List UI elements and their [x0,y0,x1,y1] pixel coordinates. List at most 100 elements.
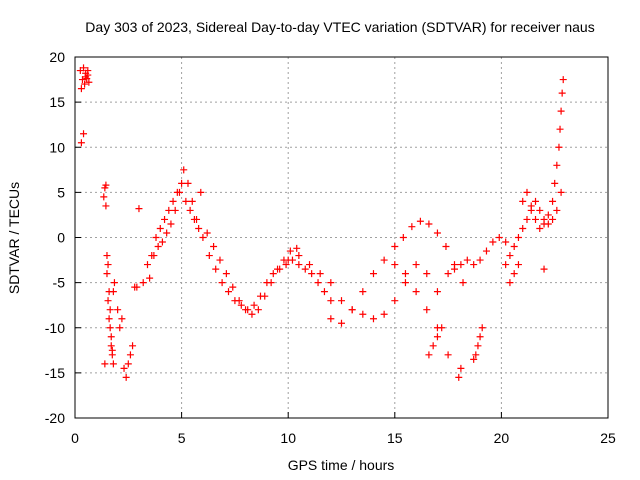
data-point [519,224,527,232]
data-point [129,342,137,350]
data-point [391,297,399,305]
data-point [180,166,188,174]
data-point [284,256,292,264]
data-point [182,197,190,205]
y-tick-label: 0 [57,230,65,246]
data-point [391,261,399,269]
data-point [306,261,314,269]
data-point [423,270,431,278]
data-point [124,360,132,368]
data-point [412,261,420,269]
data-point [416,217,424,225]
data-point [338,297,345,305]
data-point [423,306,431,314]
data-point [391,243,399,251]
data-point [188,197,196,205]
data-point [295,261,303,269]
data-point [470,355,478,363]
data-point [77,139,85,147]
data-point [412,288,420,296]
data-point [450,265,458,273]
data-point [116,324,124,332]
data-point [109,360,117,368]
data-point [476,256,484,264]
data-point [106,306,114,314]
data-point [158,238,166,246]
data-point [348,306,356,314]
data-point [85,78,93,86]
x-tick-label: 20 [494,430,510,446]
y-tick-label: -15 [45,365,65,381]
data-point [184,179,192,187]
data-point [154,243,162,251]
data-point [256,292,264,300]
data-point [101,360,109,368]
data-point [139,279,147,287]
data-point [104,261,112,269]
series-afternoon [444,234,510,278]
data-point [118,315,126,323]
series-cluster-2 [114,283,141,381]
data-point [314,279,322,287]
data-point [156,224,164,232]
data-point [536,206,544,214]
data-point [327,297,335,305]
series-evening-2 [506,188,548,287]
data-point [178,179,186,187]
series-valley-1 [203,229,301,318]
data-point [102,202,110,210]
data-point [457,364,465,372]
data-point [80,130,88,138]
data-point [248,310,256,318]
data-point [126,351,134,359]
data-point [161,215,169,223]
data-point [502,238,510,246]
data-point [286,247,294,255]
data-point [167,220,175,228]
data-point [308,270,316,278]
data-point [225,288,233,296]
data-point [105,315,113,323]
y-axis-label: SDTVAR / TECUs [6,182,22,294]
data-point [559,76,567,84]
data-point [519,197,527,205]
data-point [506,252,514,260]
data-point [212,265,220,273]
data-point [84,71,92,79]
data-point [205,252,213,260]
data-point [135,205,143,213]
series-midday-2 [327,256,452,359]
data-point [506,279,514,287]
data-point [218,279,226,287]
data-point [250,301,258,309]
data-point [369,315,377,323]
data-point [433,333,441,341]
data-point [482,247,490,255]
data-point [152,234,160,241]
data-point [222,270,230,278]
series-midday [284,252,441,323]
data-point [293,244,301,252]
data-point [478,324,486,332]
data-point [495,234,503,241]
data-point [295,252,303,260]
data-point [210,243,218,251]
data-point [108,346,116,354]
data-point [502,261,510,269]
y-tick-labels: 20 15 10 5 0 -5 -10 -15 -20 [45,49,65,426]
x-tick-label: 15 [387,430,403,446]
x-axis-label: GPS time / hours [288,457,395,473]
x-tick-labels: 0 5 10 15 20 25 [71,430,616,446]
data-point [549,197,557,205]
data-point [171,206,179,214]
series-arc [391,217,467,287]
data-point [100,193,108,201]
data-point [551,179,559,187]
y-tick-label: -5 [53,275,66,291]
y-tick-label: 20 [49,49,65,65]
data-point [203,229,211,237]
data-point [444,270,452,278]
data-point [544,211,552,219]
data-point [425,220,433,228]
data-point [269,270,277,278]
